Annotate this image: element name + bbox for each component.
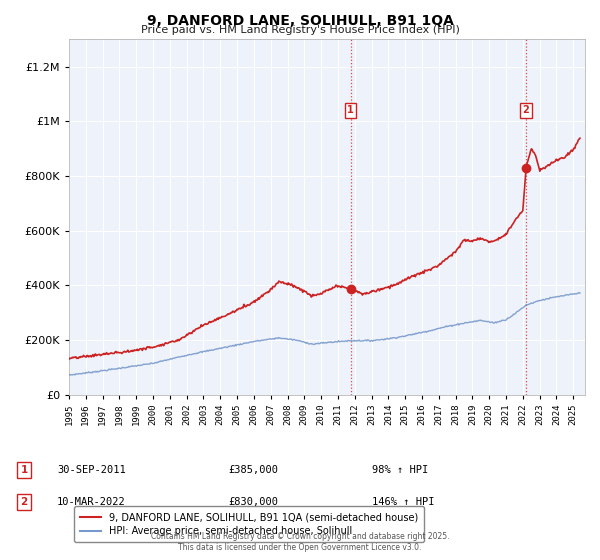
Text: Contains HM Land Registry data © Crown copyright and database right 2025.
This d: Contains HM Land Registry data © Crown c… <box>151 531 449 552</box>
Text: 30-SEP-2011: 30-SEP-2011 <box>57 465 126 475</box>
Text: 1: 1 <box>347 105 354 115</box>
Text: Price paid vs. HM Land Registry's House Price Index (HPI): Price paid vs. HM Land Registry's House … <box>140 25 460 35</box>
Text: £385,000: £385,000 <box>228 465 278 475</box>
Text: 2: 2 <box>20 497 28 507</box>
Text: 10-MAR-2022: 10-MAR-2022 <box>57 497 126 507</box>
Text: 2: 2 <box>523 105 529 115</box>
Text: £830,000: £830,000 <box>228 497 278 507</box>
Text: 146% ↑ HPI: 146% ↑ HPI <box>372 497 434 507</box>
Text: 1: 1 <box>20 465 28 475</box>
Text: 98% ↑ HPI: 98% ↑ HPI <box>372 465 428 475</box>
Text: 9, DANFORD LANE, SOLIHULL, B91 1QA: 9, DANFORD LANE, SOLIHULL, B91 1QA <box>146 14 454 28</box>
Legend: 9, DANFORD LANE, SOLIHULL, B91 1QA (semi-detached house), HPI: Average price, se: 9, DANFORD LANE, SOLIHULL, B91 1QA (semi… <box>74 506 424 542</box>
